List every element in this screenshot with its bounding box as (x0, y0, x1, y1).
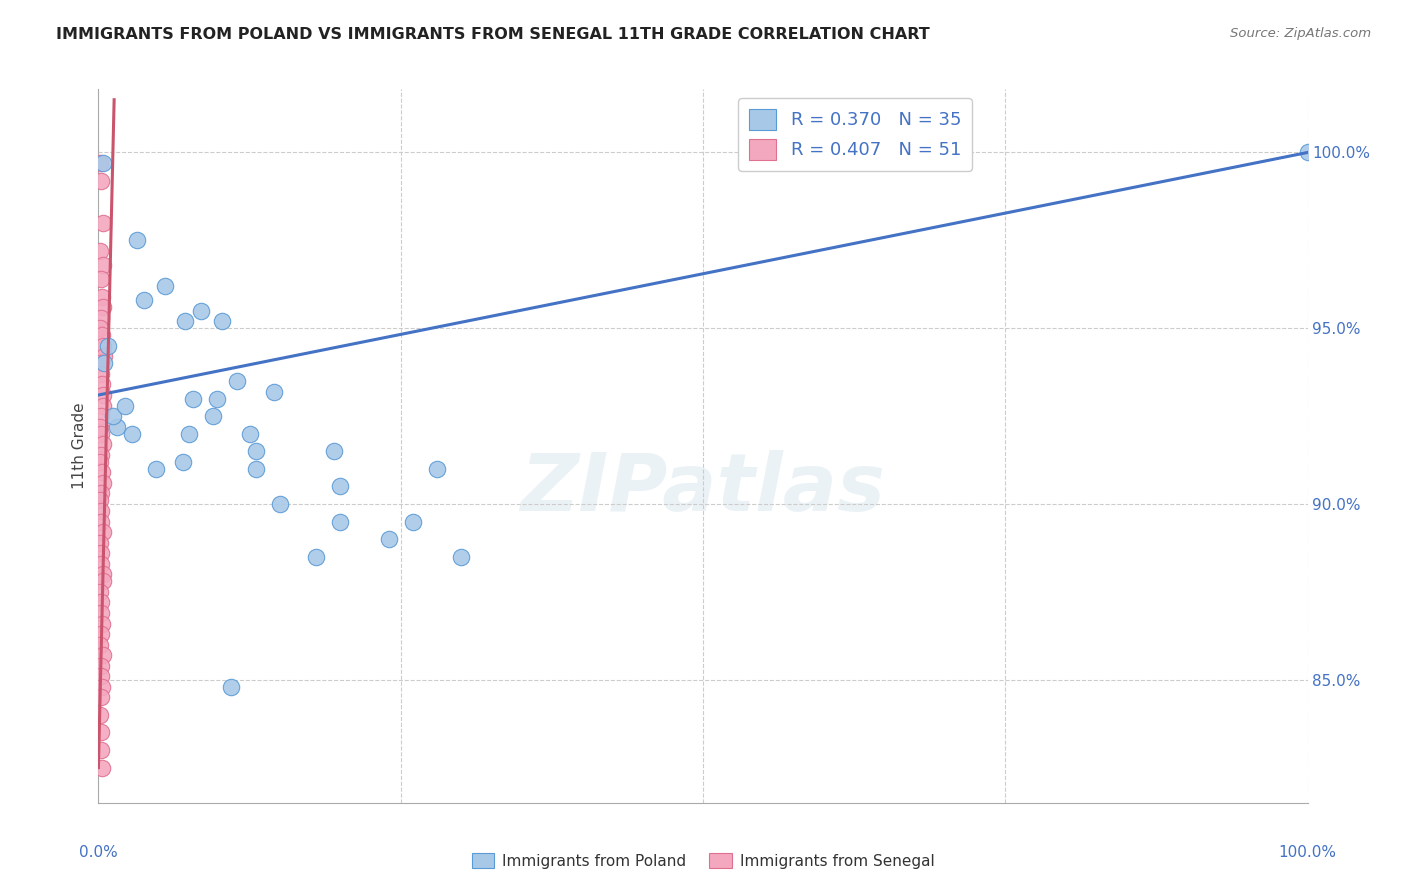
Point (90, 515, 112, 529)
Point (91, 399, 114, 413)
Point (91, 680, 114, 694)
Point (91, 616, 114, 631)
Point (90, 486, 112, 500)
Point (90, 595, 112, 609)
Point (91, 388, 114, 402)
Point (91, 761, 114, 775)
Text: 100.0%: 100.0% (1278, 845, 1337, 860)
Point (239, 426, 262, 441)
Point (90, 504, 112, 518)
Y-axis label: 11th Grade: 11th Grade (72, 402, 87, 490)
Point (323, 444, 346, 458)
Point (91, 525, 114, 540)
Point (90, 690, 112, 705)
Point (226, 374, 249, 388)
Point (263, 384, 285, 399)
Point (145, 462, 167, 476)
Point (90, 557, 112, 571)
Point (221, 680, 243, 694)
Point (91, 216, 114, 230)
Point (1296, 145, 1319, 160)
Point (89, 638, 111, 652)
Point (89, 707, 111, 722)
Text: 0.0%: 0.0% (79, 845, 118, 860)
Point (91, 300, 114, 314)
Point (402, 515, 425, 529)
Point (91, 475, 114, 490)
Point (90, 606, 112, 620)
Point (91, 328, 114, 343)
Point (211, 314, 233, 328)
Point (91, 339, 114, 353)
Point (90, 658, 112, 673)
Point (90, 272, 112, 286)
Point (90, 546, 112, 560)
Point (91, 466, 114, 480)
Point (377, 532, 399, 546)
Point (97, 339, 120, 353)
Point (90, 743, 112, 757)
Point (153, 279, 176, 293)
Point (134, 293, 156, 307)
Point (114, 399, 136, 413)
Point (329, 515, 352, 529)
Point (90, 173, 112, 187)
Point (90, 409, 112, 424)
Point (90, 448, 112, 462)
Point (90, 367, 112, 381)
Point (90, 426, 112, 441)
Point (91, 648, 114, 662)
Point (89, 535, 111, 549)
Point (202, 409, 225, 424)
Point (329, 479, 352, 493)
Point (89, 356, 111, 370)
Point (245, 444, 267, 458)
Point (269, 497, 291, 511)
Legend: R = 0.370   N = 35, R = 0.407   N = 51: R = 0.370 N = 35, R = 0.407 N = 51 (738, 98, 972, 170)
Point (91, 258, 114, 272)
Point (89, 321, 111, 335)
Point (89, 455, 111, 469)
Point (305, 549, 328, 564)
Point (205, 392, 228, 406)
Point (90, 669, 112, 683)
Point (245, 462, 267, 476)
Point (90, 627, 112, 641)
Point (93, 356, 115, 370)
Point (172, 455, 194, 469)
Point (179, 426, 201, 441)
Text: ZIPatlas: ZIPatlas (520, 450, 886, 528)
Point (174, 314, 197, 328)
Point (89, 419, 111, 434)
Point (450, 549, 472, 564)
Point (91, 156, 114, 170)
Point (93, 350, 115, 364)
Text: IMMIGRANTS FROM POLAND VS IMMIGRANTS FROM SENEGAL 11TH GRADE CORRELATION CHART: IMMIGRANTS FROM POLAND VS IMMIGRANTS FRO… (56, 27, 929, 42)
Point (127, 233, 149, 247)
Point (181, 392, 204, 406)
Point (90, 725, 112, 739)
Point (121, 426, 143, 441)
Text: Source: ZipAtlas.com: Source: ZipAtlas.com (1230, 27, 1371, 40)
Point (91, 377, 114, 392)
Point (426, 462, 449, 476)
Point (105, 419, 128, 434)
Point (91, 437, 114, 451)
Point (190, 303, 212, 318)
Point (91, 567, 114, 582)
Point (89, 493, 111, 508)
Legend: Immigrants from Poland, Immigrants from Senegal: Immigrants from Poland, Immigrants from … (465, 847, 941, 875)
Point (91, 574, 114, 589)
Point (89, 244, 111, 258)
Point (89, 585, 111, 599)
Point (89, 156, 111, 170)
Point (91, 290, 114, 304)
Point (101, 409, 124, 424)
Point (90, 310, 112, 325)
